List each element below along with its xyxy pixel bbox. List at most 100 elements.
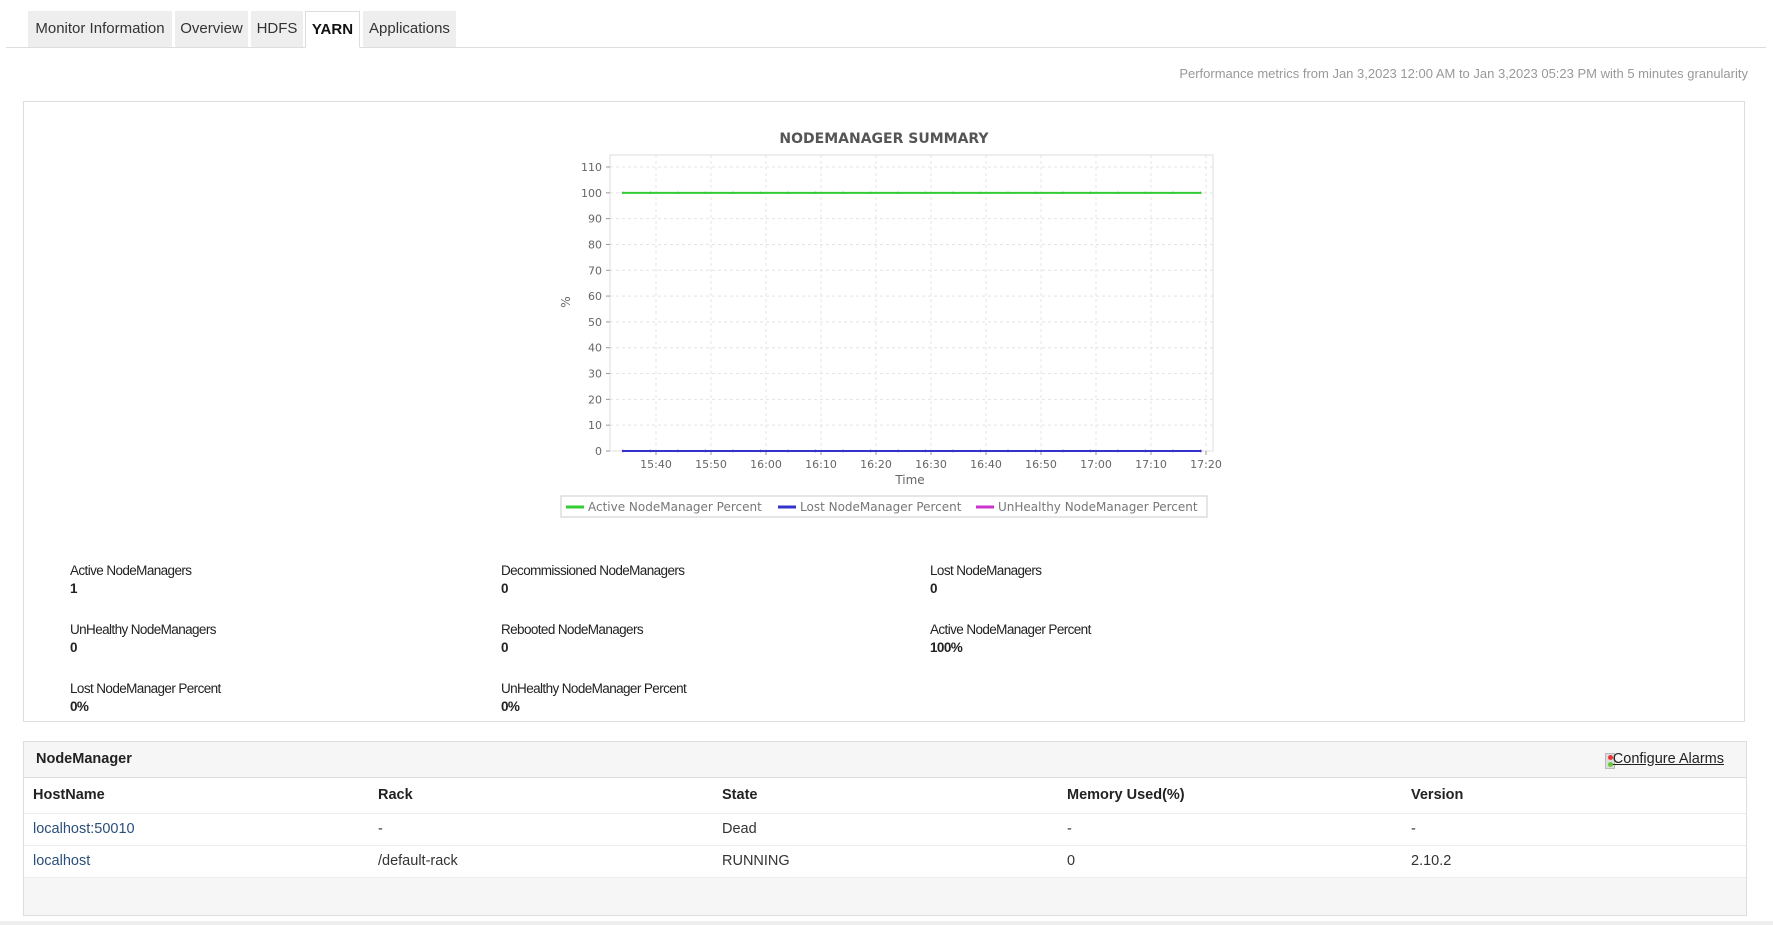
data-point: [1171, 449, 1175, 453]
y-tick-label: 110: [581, 161, 602, 174]
y-tick-label: 30: [588, 368, 602, 381]
data-point: [951, 449, 955, 453]
column-header-state: State: [713, 778, 1058, 814]
data-point: [731, 449, 735, 453]
data-point: [786, 449, 790, 453]
data-point: [1006, 191, 1010, 195]
alarm-icon[interactable]: [1605, 753, 1615, 769]
data-point: [1034, 449, 1037, 453]
x-axis-label: Time: [894, 473, 924, 487]
data-point: [1116, 191, 1120, 195]
y-tick-label: 60: [588, 290, 602, 303]
y-tick-label: 100: [581, 187, 602, 200]
data-point: [649, 449, 652, 453]
data-point: [1089, 449, 1092, 453]
column-header-rack: Rack: [369, 778, 713, 814]
data-point: [676, 449, 680, 453]
state-cell: RUNNING: [713, 845, 1058, 878]
column-header-version: Version: [1402, 778, 1746, 814]
data-point: [869, 191, 872, 195]
data-point: [1116, 449, 1120, 453]
data-point: [1199, 191, 1202, 195]
plot-area: [609, 154, 1214, 452]
stat-active-nodemanager-percent: Active NodeManager Percent 100%: [930, 622, 1091, 655]
y-tick-label: 70: [588, 264, 602, 277]
memory-cell: -: [1058, 813, 1402, 846]
nodemanager-summary-chart: NODEMANAGER SUMMARY 0 10 20 30 40 50 60 70 80 90 10…: [559, 131, 1222, 518]
stat-lost-nodemanagers: Lost NodeManagers 0: [930, 563, 1042, 596]
panel-header: NodeManager Configure Alarms: [24, 742, 1746, 778]
x-tick-label: 16:20: [860, 458, 892, 471]
data-point: [1144, 191, 1147, 195]
data-point: [1034, 191, 1037, 195]
data-point: [814, 191, 817, 195]
stat-rebooted-nodemanagers: Rebooted NodeManagers 0: [501, 622, 644, 655]
data-point: [621, 191, 625, 195]
data-point: [704, 449, 707, 453]
data-point: [1171, 191, 1175, 195]
hostname-cell: localhost:50010: [24, 813, 369, 846]
legend-label: Active NodeManager Percent: [588, 500, 762, 514]
data-point: [1089, 191, 1092, 195]
column-header-hostname: HostName: [24, 778, 369, 814]
stat-decommissioned-nodemanagers: Decommissioned NodeManagers 0: [501, 563, 685, 596]
data-point: [896, 191, 900, 195]
data-point: [676, 191, 680, 195]
x-tick-label: 17:10: [1135, 458, 1167, 471]
data-point: [814, 449, 817, 453]
y-tick-label: 10: [588, 419, 602, 432]
tab-applications[interactable]: Applications: [363, 11, 456, 47]
legend-label: UnHealthy NodeManager Percent: [998, 500, 1198, 514]
data-point: [621, 449, 625, 453]
stat-unhealthy-nodemanagers: UnHealthy NodeManagers 0: [70, 622, 216, 655]
data-point: [704, 191, 707, 195]
x-tick-label: 16:30: [915, 458, 947, 471]
data-point: [1061, 191, 1065, 195]
y-tick-label: 90: [588, 213, 602, 226]
data-point: [979, 449, 982, 453]
y-tick-label: 0: [595, 445, 602, 458]
version-cell: -: [1402, 813, 1746, 846]
x-tick-label: 15:40: [640, 458, 672, 471]
data-point: [869, 449, 872, 453]
rack-cell: /default-rack: [369, 845, 713, 878]
nodemanager-table-panel: NodeManager Configure Alarms HostName Ra…: [23, 741, 1747, 916]
column-header-memory-used: Memory Used(%): [1058, 778, 1402, 814]
x-tick-label: 15:50: [695, 458, 727, 471]
legend-label: Lost NodeManager Percent: [800, 500, 962, 514]
tab-bar-divider: [6, 47, 1766, 48]
x-tick-label: 17:20: [1190, 458, 1222, 471]
x-tick-label: 16:50: [1025, 458, 1057, 471]
y-tick-label: 20: [588, 393, 602, 406]
stat-unhealthy-nodemanager-percent: UnHealthy NodeManager Percent 0%: [501, 681, 687, 714]
tab-monitor-information[interactable]: Monitor Information: [28, 11, 172, 47]
data-point: [1006, 449, 1010, 453]
x-tick-label: 16:00: [750, 458, 782, 471]
stat-active-nodemanagers: Active NodeManagers 1: [70, 563, 192, 596]
configure-alarms-link[interactable]: Configure Alarms: [1612, 751, 1724, 767]
stat-lost-nodemanager-percent: Lost NodeManager Percent 0%: [70, 681, 221, 714]
table-row: localhost /default-rack RUNNING 0 2.10.2: [24, 845, 1746, 878]
y-tick-label: 80: [588, 238, 602, 251]
x-tick-label: 17:00: [1080, 458, 1112, 471]
data-point: [951, 191, 955, 195]
x-tick-label: 16:40: [970, 458, 1002, 471]
y-tick-label: 40: [588, 342, 602, 355]
data-point: [924, 191, 927, 195]
rack-cell: -: [369, 813, 713, 846]
data-point: [979, 191, 982, 195]
data-point: [841, 191, 845, 195]
data-point: [759, 449, 762, 453]
data-point: [786, 191, 790, 195]
tab-overview[interactable]: Overview: [175, 11, 248, 47]
summary-panel: NODEMANAGER SUMMARY 0 10 20 30 40 50 60 70 80 90 10…: [23, 101, 1745, 722]
tab-yarn[interactable]: YARN: [305, 11, 360, 48]
data-point: [1199, 449, 1202, 453]
memory-cell: 0: [1058, 845, 1402, 878]
tab-hdfs[interactable]: HDFS: [251, 11, 303, 47]
x-tick-label: 16:10: [805, 458, 837, 471]
legend-box: [560, 495, 1208, 518]
data-point: [841, 449, 845, 453]
panel-title: NodeManager: [36, 751, 132, 767]
hostname-cell: localhost: [24, 845, 369, 878]
